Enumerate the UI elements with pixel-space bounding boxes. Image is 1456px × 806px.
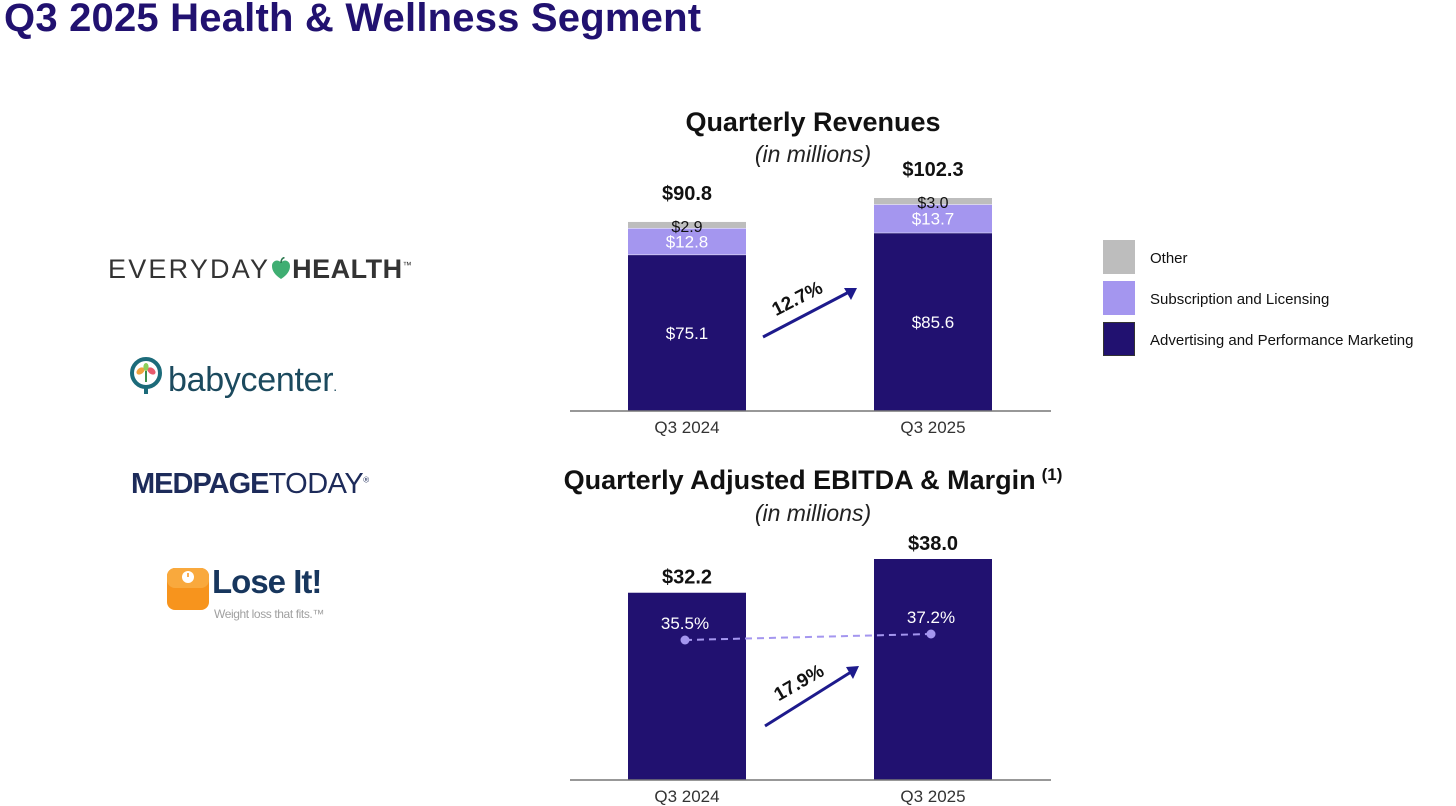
revenue-bar-advertising-1 (628, 254, 746, 411)
everyday-health-word1: EVERYDAY (108, 254, 271, 284)
ebitda-margin-point-2 (926, 629, 936, 639)
revenue-bar-other-2 (874, 198, 992, 205)
revenue-bar-subscription-2 (874, 204, 992, 233)
ebitda-growth-arrow (764, 670, 852, 728)
revenue-label-advertising-2: $85.6 (912, 313, 955, 332)
legend-swatch (1103, 240, 1135, 274)
legend-item: Subscription and Licensing (1103, 281, 1433, 317)
revenue-label-other-2: $3.0 (917, 195, 948, 212)
legend-label: Advertising and Performance Marketing (1150, 332, 1414, 349)
heart-apple-icon (272, 256, 291, 279)
ebitda-x-tick-1: Q3 2024 (654, 787, 719, 806)
ebitda-bar-2 (874, 559, 992, 780)
revenue-chart-subtitle: (in millions) (755, 141, 871, 167)
revenue-x-tick-2: Q3 2025 (900, 418, 965, 437)
revenue-bar-other-1 (628, 221, 746, 228)
babycenter-mark: . (333, 378, 337, 394)
page-title: Q3 2025 Health & Wellness Segment (4, 0, 702, 40)
babycenter-logo: babycenter. (128, 356, 337, 401)
medpage-tm: ® (363, 475, 369, 485)
ebitda-growth-label: 17.9% (771, 661, 828, 706)
ebitda-margin-point-1 (680, 635, 690, 645)
ebitda-value-label-2: $38.0 (908, 533, 958, 555)
ebitda-chart-subtitle: (in millions) (755, 500, 871, 526)
revenue-growth-arrow (762, 290, 850, 339)
ebitda-value-label-1: $32.2 (662, 567, 712, 589)
ebitda-bar-1 (628, 592, 746, 780)
revenue-x-tick-1: Q3 2024 (654, 418, 719, 437)
revenue-total-label-1: $90.8 (662, 183, 712, 205)
medpage-today-logo: MEDPAGETODAY® (131, 468, 369, 501)
ebitda-x-tick-2: Q3 2025 (900, 787, 965, 806)
medpage-word1: MEDPAGE (131, 468, 269, 500)
legend-item: Advertising and Performance Marketing (1103, 322, 1433, 358)
legend-swatch (1103, 322, 1135, 356)
sprout-icon (130, 357, 162, 394)
everyday-health-word2: HEALTH (292, 254, 403, 284)
legend-item: Other (1103, 240, 1433, 276)
ebitda-margin-label-2: 37.2% (907, 608, 955, 627)
revenue-bar-advertising-2 (874, 232, 992, 411)
ebitda-margin-line (684, 633, 932, 641)
legend-label: Subscription and Licensing (1150, 291, 1330, 308)
ebitda-chart-footnote: (1) (1042, 465, 1063, 484)
babycenter-wordmark: babycenter (168, 361, 334, 399)
ebitda-growth-arrowhead (846, 666, 859, 679)
ebitda-chart-title: Quarterly Adjusted EBITDA & Margin (1) (564, 465, 1063, 495)
revenue-label-subscription-2: $13.7 (912, 210, 955, 229)
everyday-health-logo: EVERYDAY HEALTH™ (108, 254, 414, 285)
lose-it-tagline: Weight loss that fits.™ (214, 607, 324, 621)
ebitda-chart-title-text: Quarterly Adjusted EBITDA & Margin (564, 465, 1036, 495)
revenue-bar-subscription-1 (628, 227, 746, 255)
legend-label: Other (1150, 250, 1188, 267)
lose-it-wordmark: Lose It! (212, 563, 322, 600)
revenue-label-advertising-1: $75.1 (666, 324, 709, 343)
revenue-growth-label: 12.7% (769, 277, 827, 320)
ebitda-margin-label-1: 35.5% (661, 614, 709, 633)
revenue-label-subscription-1: $12.8 (666, 232, 709, 251)
revenue-growth-arrowhead (844, 288, 857, 300)
legend-swatch (1103, 281, 1135, 315)
scale-app-icon (167, 568, 209, 610)
everyday-health-tm: ™ (402, 260, 414, 270)
revenue-chart-title: Quarterly Revenues (685, 107, 940, 137)
medpage-word2: TODAY (268, 468, 364, 500)
revenue-label-other-1: $2.9 (671, 219, 702, 236)
revenue-total-label-2: $102.3 (902, 159, 963, 181)
